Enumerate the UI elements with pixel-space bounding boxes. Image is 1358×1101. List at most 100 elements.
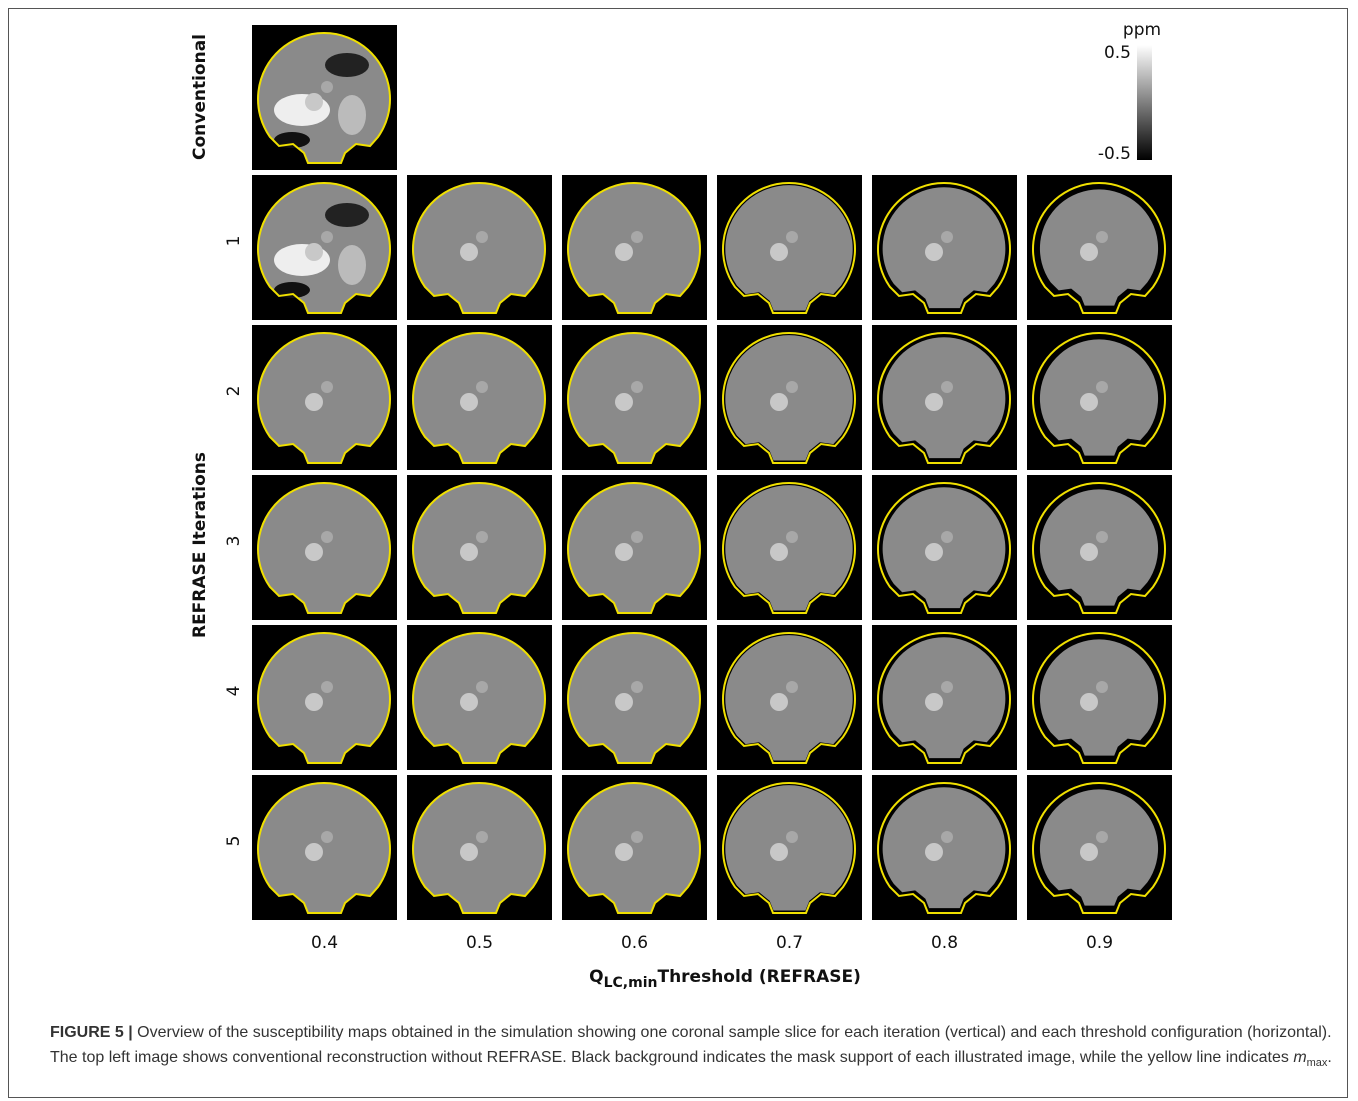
structure <box>615 693 633 711</box>
map-image <box>562 175 707 320</box>
structure <box>321 231 333 243</box>
artifact <box>325 203 369 227</box>
tissue <box>725 635 852 760</box>
column-label: 0.5 <box>466 933 493 953</box>
structure <box>1096 231 1108 243</box>
colorbar <box>1137 45 1152 160</box>
tissue <box>725 185 852 310</box>
tissue <box>725 785 852 910</box>
map-image <box>1027 475 1172 620</box>
structure <box>1096 831 1108 843</box>
structure <box>925 393 943 411</box>
structure <box>476 681 488 693</box>
structure <box>460 693 478 711</box>
structure <box>941 831 953 843</box>
structure <box>941 381 953 393</box>
structure <box>925 843 943 861</box>
map-image <box>407 775 552 920</box>
structure <box>476 381 488 393</box>
tissue <box>725 335 852 460</box>
column-label: 0.6 <box>621 933 648 953</box>
row-label: 4 <box>224 686 244 697</box>
structure <box>1080 693 1098 711</box>
tissue <box>1040 639 1158 755</box>
row-label: 3 <box>224 536 244 547</box>
structure <box>1080 543 1098 561</box>
structure <box>476 531 488 543</box>
structure <box>321 531 333 543</box>
tissue <box>883 187 1006 308</box>
map-image <box>562 775 707 920</box>
tissue <box>1040 339 1158 455</box>
map-image <box>1027 625 1172 770</box>
row-label: 1 <box>224 236 244 247</box>
structure <box>925 243 943 261</box>
structure <box>786 381 798 393</box>
structure <box>1096 531 1108 543</box>
caption-symbol-sub: max <box>1307 1057 1328 1069</box>
structure <box>321 381 333 393</box>
tissue <box>1040 189 1158 305</box>
structure <box>786 681 798 693</box>
map-image <box>872 475 1017 620</box>
structure <box>460 393 478 411</box>
structure <box>925 693 943 711</box>
caption-end: . <box>1327 1049 1331 1066</box>
structure <box>786 831 798 843</box>
structure <box>615 843 633 861</box>
structure <box>615 393 633 411</box>
map-image <box>872 625 1017 770</box>
x-axis-title-sub: LC,min <box>604 975 658 991</box>
artifact <box>325 53 369 77</box>
structure <box>1080 393 1098 411</box>
caption: FIGURE 5 | Overview of the susceptibilit… <box>50 1020 1335 1076</box>
tissue <box>883 487 1006 608</box>
structure <box>305 243 323 261</box>
map-image <box>252 175 397 320</box>
structure <box>460 543 478 561</box>
map-image <box>872 775 1017 920</box>
structure <box>941 531 953 543</box>
structure <box>321 831 333 843</box>
structure <box>925 543 943 561</box>
map-image <box>562 475 707 620</box>
structure <box>770 693 788 711</box>
structure <box>321 81 333 93</box>
structure <box>631 231 643 243</box>
structure <box>460 843 478 861</box>
artifact <box>338 95 366 135</box>
structure <box>631 531 643 543</box>
structure <box>631 831 643 843</box>
map-image <box>562 625 707 770</box>
caption-symbol: m <box>1293 1049 1306 1066</box>
structure <box>305 843 323 861</box>
structure <box>305 93 323 111</box>
structure <box>1080 843 1098 861</box>
structure <box>1080 243 1098 261</box>
row-title: Conventional <box>190 34 210 160</box>
tissue <box>1040 489 1158 605</box>
structure <box>460 243 478 261</box>
tissue <box>725 485 852 610</box>
column-label: 0.7 <box>776 933 803 953</box>
column-label: 0.8 <box>931 933 958 953</box>
structure <box>615 543 633 561</box>
structure <box>631 381 643 393</box>
caption-label: FIGURE 5 | <box>50 1024 133 1041</box>
map-image <box>717 175 862 320</box>
structure <box>770 543 788 561</box>
map-image <box>407 175 552 320</box>
structure <box>476 231 488 243</box>
structure <box>770 243 788 261</box>
row-label: 5 <box>224 836 244 847</box>
structure <box>615 243 633 261</box>
map-image <box>407 625 552 770</box>
map-image <box>252 325 397 470</box>
tissue <box>883 787 1006 908</box>
column-label: 0.9 <box>1086 933 1113 953</box>
x-axis-title: QLC,minThreshold (REFRASE) <box>589 967 861 991</box>
caption-text: Overview of the susceptibility maps obta… <box>50 1024 1332 1066</box>
map-image <box>717 775 862 920</box>
map-image <box>1027 775 1172 920</box>
map-image <box>252 775 397 920</box>
